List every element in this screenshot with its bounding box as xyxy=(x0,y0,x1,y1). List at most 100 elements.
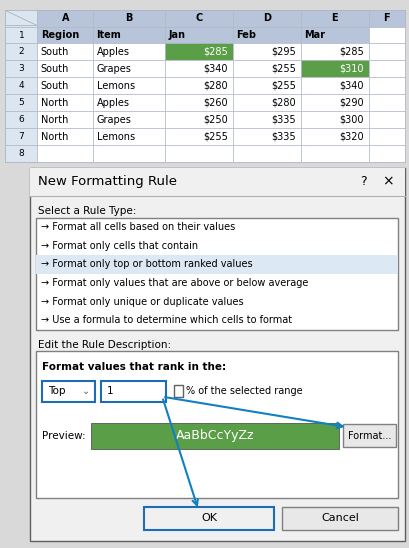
Text: F: F xyxy=(382,13,389,23)
FancyBboxPatch shape xyxy=(368,60,404,77)
Text: ×: × xyxy=(382,175,393,189)
FancyBboxPatch shape xyxy=(368,26,404,43)
FancyBboxPatch shape xyxy=(165,77,232,94)
Text: Grapes: Grapes xyxy=(96,64,131,74)
FancyArrowPatch shape xyxy=(164,397,342,428)
Text: 8: 8 xyxy=(18,149,24,158)
FancyBboxPatch shape xyxy=(165,43,232,60)
FancyBboxPatch shape xyxy=(368,111,404,128)
Text: Apples: Apples xyxy=(96,98,129,108)
Text: North: North xyxy=(40,98,68,108)
Text: → Format all cells based on their values: → Format all cells based on their values xyxy=(41,222,235,232)
FancyBboxPatch shape xyxy=(93,145,165,162)
FancyBboxPatch shape xyxy=(300,128,368,145)
FancyBboxPatch shape xyxy=(5,94,37,111)
FancyBboxPatch shape xyxy=(5,60,37,77)
Text: Top: Top xyxy=(48,386,65,396)
Text: South: South xyxy=(40,47,69,57)
FancyBboxPatch shape xyxy=(37,26,93,43)
Text: $335: $335 xyxy=(271,115,295,125)
FancyBboxPatch shape xyxy=(165,128,232,145)
Text: ?: ? xyxy=(360,175,366,189)
Text: $310: $310 xyxy=(338,64,363,74)
FancyBboxPatch shape xyxy=(37,94,93,111)
FancyBboxPatch shape xyxy=(300,26,368,43)
Text: 1: 1 xyxy=(107,386,114,396)
Text: Jan: Jan xyxy=(168,30,185,40)
Text: $290: $290 xyxy=(338,98,363,108)
FancyBboxPatch shape xyxy=(93,128,165,145)
FancyBboxPatch shape xyxy=(37,60,93,77)
Text: Preview:: Preview: xyxy=(42,431,85,441)
FancyBboxPatch shape xyxy=(368,9,404,26)
FancyBboxPatch shape xyxy=(5,26,37,43)
Text: OK: OK xyxy=(200,513,216,523)
FancyBboxPatch shape xyxy=(5,111,37,128)
FancyBboxPatch shape xyxy=(36,218,398,329)
FancyBboxPatch shape xyxy=(37,145,93,162)
Text: 2: 2 xyxy=(18,48,24,56)
FancyBboxPatch shape xyxy=(300,111,368,128)
FancyBboxPatch shape xyxy=(93,60,165,77)
Text: Mar: Mar xyxy=(303,30,324,40)
FancyBboxPatch shape xyxy=(232,43,300,60)
Text: A: A xyxy=(61,13,69,23)
Text: South: South xyxy=(40,81,69,91)
Text: Region: Region xyxy=(40,30,79,40)
Text: AaBbCcYyZz: AaBbCcYyZz xyxy=(175,430,254,442)
FancyBboxPatch shape xyxy=(91,423,339,449)
FancyBboxPatch shape xyxy=(232,9,300,26)
Text: Format values that rank in the:: Format values that rank in the: xyxy=(42,362,226,372)
FancyBboxPatch shape xyxy=(5,145,37,162)
Text: Grapes: Grapes xyxy=(96,115,131,125)
FancyBboxPatch shape xyxy=(93,26,165,43)
FancyBboxPatch shape xyxy=(5,128,37,145)
FancyBboxPatch shape xyxy=(93,94,165,111)
Text: $335: $335 xyxy=(271,132,295,142)
Text: North: North xyxy=(40,132,68,142)
FancyBboxPatch shape xyxy=(101,381,166,402)
FancyBboxPatch shape xyxy=(93,43,165,60)
Text: 3: 3 xyxy=(18,65,24,73)
FancyBboxPatch shape xyxy=(368,77,404,94)
Text: ⌄: ⌄ xyxy=(82,386,90,396)
Text: $285: $285 xyxy=(338,47,363,57)
Text: $280: $280 xyxy=(271,98,295,108)
FancyBboxPatch shape xyxy=(368,43,404,60)
FancyBboxPatch shape xyxy=(30,168,404,541)
Text: Select a Rule Type:: Select a Rule Type: xyxy=(38,206,136,216)
FancyBboxPatch shape xyxy=(232,26,300,43)
FancyBboxPatch shape xyxy=(232,145,300,162)
FancyBboxPatch shape xyxy=(232,111,300,128)
FancyBboxPatch shape xyxy=(37,43,93,60)
FancyBboxPatch shape xyxy=(300,145,368,162)
Text: 7: 7 xyxy=(18,132,24,141)
Text: D: D xyxy=(262,13,270,23)
FancyBboxPatch shape xyxy=(36,255,398,274)
FancyBboxPatch shape xyxy=(282,507,398,530)
FancyBboxPatch shape xyxy=(144,507,274,530)
Text: South: South xyxy=(40,64,69,74)
FancyBboxPatch shape xyxy=(5,77,37,94)
Text: 5: 5 xyxy=(18,98,24,107)
FancyBboxPatch shape xyxy=(232,94,300,111)
FancyBboxPatch shape xyxy=(232,60,300,77)
FancyBboxPatch shape xyxy=(93,9,165,26)
FancyBboxPatch shape xyxy=(5,43,37,60)
Text: Cancel: Cancel xyxy=(321,513,358,523)
Text: Lemons: Lemons xyxy=(96,81,134,91)
FancyBboxPatch shape xyxy=(368,9,404,26)
Text: $255: $255 xyxy=(203,132,227,142)
FancyBboxPatch shape xyxy=(37,128,93,145)
FancyBboxPatch shape xyxy=(300,77,368,94)
Text: 6: 6 xyxy=(18,115,24,124)
FancyBboxPatch shape xyxy=(37,111,93,128)
Text: B: B xyxy=(125,13,133,23)
Text: → Format only cells that contain: → Format only cells that contain xyxy=(41,241,198,251)
FancyBboxPatch shape xyxy=(232,77,300,94)
FancyBboxPatch shape xyxy=(165,60,232,77)
Text: Edit the Rule Description:: Edit the Rule Description: xyxy=(38,340,171,350)
Text: Apples: Apples xyxy=(96,47,129,57)
FancyBboxPatch shape xyxy=(173,385,182,397)
Text: Item: Item xyxy=(96,30,121,40)
